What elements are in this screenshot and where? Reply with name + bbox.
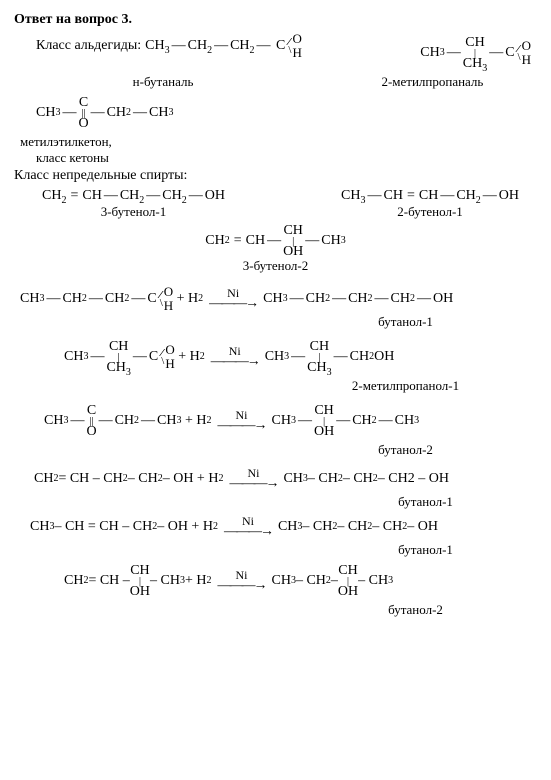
reaction-5-product: бутанол-1	[314, 542, 537, 558]
arrow-ni-1: Ni———→	[203, 288, 263, 310]
butenol-2-1-caption: 2-бутенол-1	[397, 204, 463, 220]
reaction-2-product: 2-метилпропанол-1	[274, 378, 537, 394]
page-title: Ответ на вопрос 3.	[14, 12, 132, 27]
n-butanal-formula: CH3CH2CH2 COH	[145, 36, 302, 56]
reaction-4: CH2 = CH – CH2 – CH2 – OH + H2 Ni———→ CH…	[34, 468, 537, 490]
mek-structure: CH3 C||O CH2CH3	[36, 96, 537, 130]
butenol-3-2: CH2=CH CH|OH CH3 3-бутенол-2	[14, 224, 537, 274]
reaction-3: CH3 C||O CH2CH3 + H2 Ni———→ CH3 CH|OH CH…	[44, 404, 537, 438]
reaction-2: CH3 CH|CH3 COH + H2 Ni———→ CH3 CH|CH3 CH…	[64, 340, 537, 374]
arrow-ni-3: Ni———→	[212, 410, 272, 432]
mek-caption-2: класс кетоны	[36, 150, 537, 166]
butenol-3-2-caption: 3-бутенол-2	[243, 258, 309, 274]
class-aldehydes-label: Класс альдегиды:	[36, 38, 141, 54]
butenol-2-1-formula: CH3CH=CHCH2OH	[341, 188, 519, 204]
butenol-3-1-formula: CH2=CHCH2CH2OH	[42, 188, 225, 204]
methylpropanal-structure: CH3 CH|CH3 COH	[420, 36, 537, 70]
butenols-row-1: CH2=CHCH2CH2OH 3-бутенол-1 CH3CH=CHCH2OH…	[14, 188, 537, 220]
mek-caption-1: метилэтилкетон,	[20, 134, 537, 150]
n-butanal-caption: н-бутаналь	[14, 74, 312, 90]
aldehyde-captions: н-бутаналь 2-метилпропаналь	[14, 74, 537, 90]
reaction-6-product: бутанол-2	[294, 602, 537, 618]
reaction-6: CH2 = CH – CH|OH – CH3 + H2 Ni———→ CH3 –…	[64, 564, 537, 598]
methylpropanal-caption: 2-метилпропаналь	[328, 74, 537, 90]
arrow-ni-6: Ni———→	[212, 570, 272, 592]
reaction-4-product: бутанол-1	[314, 494, 537, 510]
reaction-3-product: бутанол-2	[274, 442, 537, 458]
reaction-1-product: бутанол-1	[274, 314, 537, 330]
reaction-1: CH3CH2CH2 COH + H2 Ni———→ CH3CH2CH2CH2OH	[20, 288, 537, 310]
arrow-ni-5: Ni———→	[218, 516, 278, 538]
arrow-ni-2: Ni———→	[205, 346, 265, 368]
arrow-ni-4: Ni———→	[223, 468, 283, 490]
aldehyde-row: Класс альдегиды: CH3CH2CH2 COH CH3 CH|CH…	[14, 36, 537, 70]
class-unsat-label: Класс непредельные спирты:	[14, 168, 537, 184]
butenol-3-1-caption: 3-бутенол-1	[101, 204, 167, 220]
reaction-5: CH3 – CH = CH – CH2 – OH + H2 Ni———→ CH3…	[30, 516, 537, 538]
